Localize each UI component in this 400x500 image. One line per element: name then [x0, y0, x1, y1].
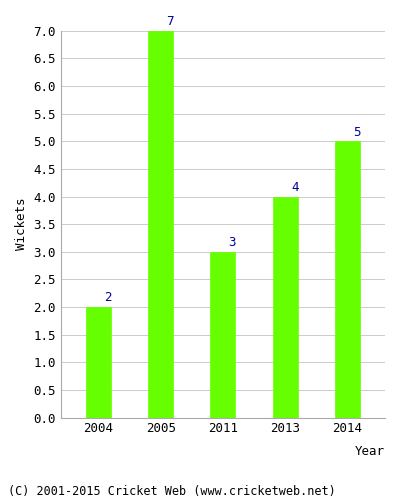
- Bar: [335, 142, 360, 418]
- Text: 4: 4: [291, 181, 298, 194]
- Y-axis label: Wickets: Wickets: [15, 198, 28, 250]
- Text: 3: 3: [228, 236, 236, 249]
- Bar: [86, 307, 111, 418]
- Text: 2: 2: [104, 292, 112, 304]
- Bar: [210, 252, 236, 418]
- Bar: [273, 196, 298, 418]
- Text: 5: 5: [353, 126, 361, 138]
- Text: 7: 7: [166, 15, 174, 28]
- Text: (C) 2001-2015 Cricket Web (www.cricketweb.net): (C) 2001-2015 Cricket Web (www.cricketwe…: [8, 484, 336, 498]
- Bar: [148, 31, 173, 417]
- Text: Year: Year: [355, 444, 385, 458]
